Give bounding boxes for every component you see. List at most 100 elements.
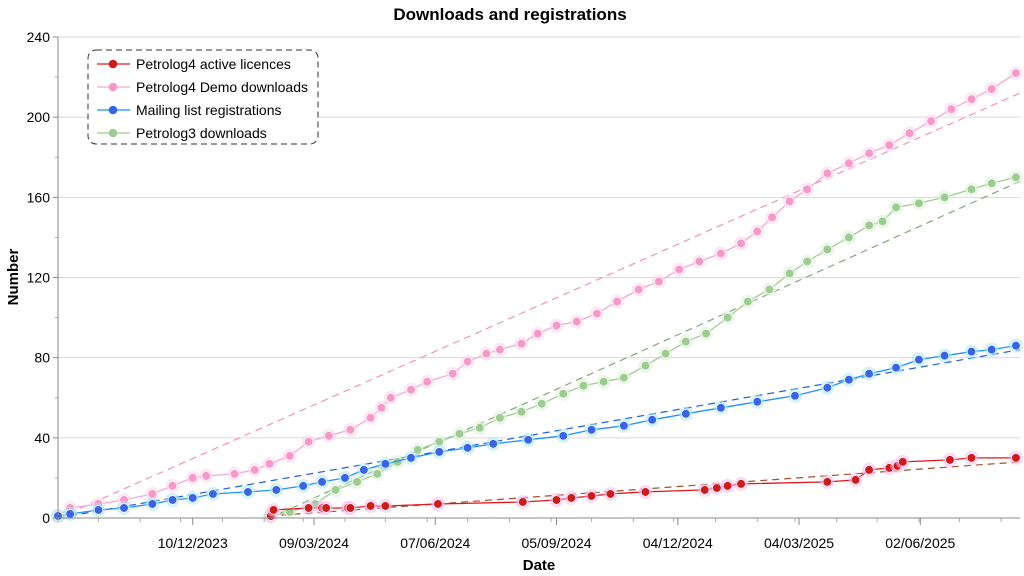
data-point (167, 495, 178, 505)
trendlines (57, 92, 1021, 519)
data-point (462, 357, 473, 367)
x-tick-label: 02/06/2025 (885, 535, 955, 551)
data-point (599, 377, 609, 387)
data-point (65, 509, 75, 519)
legend-label: Mailing list registrations (136, 102, 282, 118)
data-point (1011, 68, 1021, 78)
data-point (939, 192, 950, 202)
legend-label: Petrolog4 Demo downloads (136, 79, 308, 95)
legend-box (87, 49, 319, 145)
x-axis-title: Date (523, 557, 556, 574)
data-point (406, 385, 416, 395)
data-point (802, 184, 812, 194)
series-4 (262, 170, 1023, 523)
x-tick-label: 04/12/2024 (643, 535, 713, 551)
data-point (723, 481, 733, 491)
data-point (822, 383, 832, 393)
data-point (147, 489, 157, 499)
data-point (785, 196, 795, 206)
data-point (434, 447, 444, 457)
x-tick-label: 09/03/2024 (279, 535, 349, 551)
series-layer (51, 66, 1023, 523)
data-point (298, 481, 308, 491)
data-point (365, 501, 376, 511)
data-point (914, 198, 924, 208)
data-point (167, 481, 178, 491)
data-point (264, 459, 275, 469)
data-point (939, 351, 950, 361)
data-point (864, 220, 874, 230)
data-point (891, 202, 901, 212)
data-point (537, 399, 547, 409)
data-point (119, 503, 129, 513)
data-point (851, 475, 861, 485)
y-tick-label: 40 (34, 430, 50, 446)
data-point (462, 443, 473, 453)
data-point (701, 329, 711, 339)
data-point (386, 393, 396, 403)
data-point (884, 140, 894, 150)
y-tick-label: 240 (27, 29, 51, 45)
legend-marker (108, 105, 118, 115)
data-point (208, 489, 218, 499)
data-point (317, 477, 327, 487)
data-point (743, 296, 753, 307)
data-point (558, 389, 568, 399)
trendline (57, 92, 1021, 519)
data-point (345, 425, 355, 435)
data-point (551, 321, 562, 331)
data-point (674, 264, 684, 275)
data-point (271, 485, 281, 495)
data-point (785, 268, 795, 279)
data-point (752, 397, 762, 407)
x-tick-label: 07/06/2024 (400, 535, 470, 551)
x-tick-label: 10/12/2023 (158, 535, 228, 551)
data-point (454, 429, 465, 439)
data-point (712, 483, 722, 493)
data-point (966, 94, 977, 104)
data-point (844, 375, 854, 385)
data-point (926, 116, 936, 126)
data-point (475, 423, 485, 433)
data-point (694, 256, 704, 267)
data-point (93, 505, 104, 515)
data-point (914, 355, 924, 365)
data-point (229, 469, 240, 479)
data-point (250, 465, 260, 475)
data-point (330, 485, 341, 495)
data-point (904, 128, 915, 138)
data-point (518, 497, 528, 507)
data-point (413, 445, 423, 455)
data-point (304, 437, 314, 447)
data-point (736, 238, 746, 249)
legend-label: Petrolog3 downloads (136, 125, 267, 141)
data-point (764, 284, 774, 295)
data-point (752, 226, 762, 237)
data-point (822, 244, 832, 255)
data-point (359, 465, 369, 475)
axes: 0 40 80 120 160 200 240 10/12/2023 09/03/2024 07/… (27, 29, 1020, 551)
data-point (898, 457, 908, 467)
data-point (822, 477, 832, 487)
data-point (619, 421, 629, 431)
data-point (572, 316, 582, 327)
data-point (201, 471, 211, 481)
data-point (372, 469, 382, 479)
series-2 (51, 66, 1023, 523)
data-point (612, 296, 622, 307)
data-point (434, 437, 444, 447)
data-point (723, 312, 733, 323)
data-point (844, 232, 854, 243)
data-point (586, 491, 597, 501)
legend: Petrolog4 active licences Petrolog4 Demo … (87, 49, 319, 145)
data-point (304, 503, 314, 513)
data-point (365, 413, 376, 423)
data-point (987, 84, 997, 94)
data-point (946, 104, 956, 114)
data-point (654, 276, 664, 287)
chart-title: Downloads and registrations (393, 5, 626, 24)
data-point (1011, 453, 1021, 463)
data-point (844, 158, 854, 168)
data-point (380, 459, 391, 469)
data-point (345, 503, 355, 513)
